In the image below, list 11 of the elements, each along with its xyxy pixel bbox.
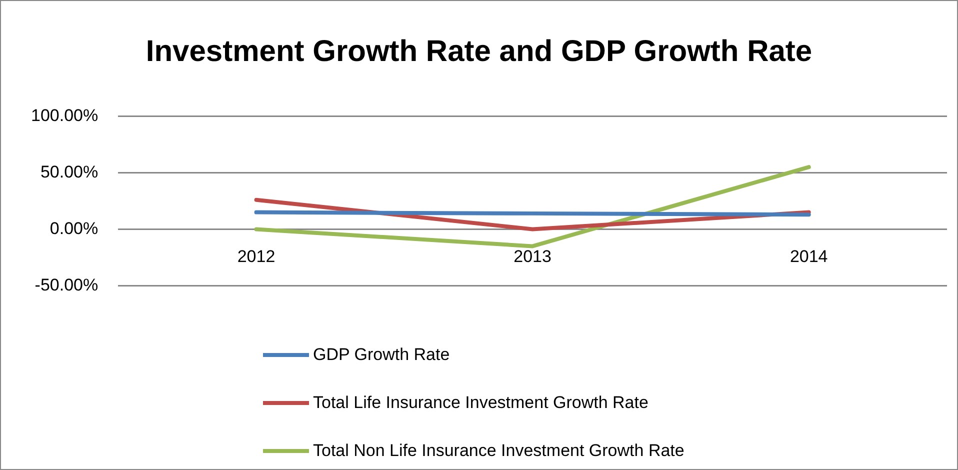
legend-label: Total Non Life Insurance Investment Growth Rate [313, 441, 684, 461]
legend-label: Total Life Insurance Investment Growth Rate [313, 393, 648, 413]
x-tick-label: 2012 [237, 247, 276, 266]
x-tick-label: 2014 [790, 247, 828, 266]
x-tick-label: 2013 [514, 247, 552, 266]
y-tick-label: 50.00% [40, 162, 98, 182]
y-tick-label: -50.00% [34, 275, 98, 294]
y-tick-label: 100.00% [30, 106, 98, 125]
legend-label: GDP Growth Rate [313, 345, 450, 365]
chart-title: Investment Growth Rate and GDP Growth Rate [144, 35, 814, 69]
y-tick-label: 0.00% [50, 218, 98, 238]
